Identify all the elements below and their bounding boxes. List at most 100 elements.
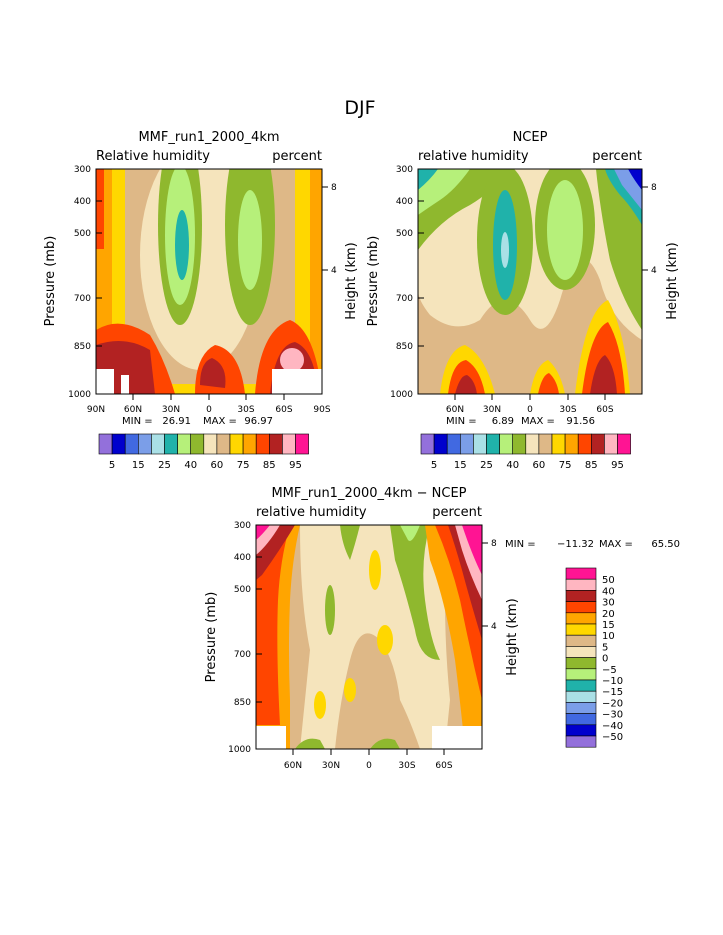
colorbar-label: 95 [611,460,624,471]
x-tick-label: 60N [124,405,142,415]
y-right-axis-label: Height (km) [344,242,359,319]
colorbar-swatch [486,433,500,455]
fill-level [400,525,420,541]
colorbar-swatch [565,646,597,658]
colorbar-swatch [190,433,205,455]
y-tick-label: 700 [234,650,251,660]
colorbar-label: 5 [602,642,608,653]
x-tick-label: 0 [366,761,372,771]
x-axis: 90N 60N 30N 0 30S 60S 90S [87,394,331,415]
y-axis-label: Pressure (mb) [366,236,381,327]
fill-level [256,525,290,725]
y-axis-right: 8 4 Height (km) [642,183,680,320]
variable-label: relative humidity [256,505,367,520]
colorbar-label: 15 [132,460,145,471]
colorbar-swatch [565,679,597,692]
colorbar-label: 50 [602,575,615,586]
fill-level [390,525,440,660]
min-value: 6.89 [492,416,514,427]
y-tick-label: 400 [234,553,251,563]
colorbar-swatch [565,690,597,703]
y-tick-label: 850 [74,342,91,352]
units-label: percent [272,149,322,164]
colorbar-label: 25 [480,460,493,471]
colorbar-swatch [255,433,270,455]
colorbar-swatch [617,433,631,455]
colorbar-swatch [177,433,192,455]
y-axis-label: Pressure (mb) [43,236,58,327]
colorbar-swatch [124,433,139,455]
colorbar-label: −30 [602,710,623,721]
colorbar-swatch [565,590,597,602]
y-axis-label: Pressure (mb) [204,592,219,683]
colorbar-swatch [433,433,448,455]
y-axis: 300 400 500 700 850 1000 Pressure (mb) [366,165,424,400]
fill-level [462,525,482,575]
y-right-tick-label: 8 [651,183,657,193]
y-right-tick-label: 4 [491,622,497,632]
colorbar-swatch [282,433,296,455]
missing-data [432,726,482,749]
x-tick-label: 30N [322,761,340,771]
colorbar-swatch [420,433,435,455]
y-tick-label: 500 [396,229,413,239]
colorbar-label: 15 [602,620,615,631]
colorbar-swatch [473,433,487,455]
x-tick-label: 90S [313,405,330,415]
fill-level [596,169,642,330]
colorbar-label: 40 [602,586,615,597]
missing-data [272,369,322,394]
y-tick-label: 850 [234,698,251,708]
variable-label: Relative humidity [96,149,210,164]
panel-title: MMF_run1_2000_4km − NCEP [271,486,466,501]
x-tick-label: 30S [237,405,254,415]
y-tick-label: 300 [396,165,413,175]
colorbar-swatch [565,601,597,614]
max-label: MAX = [599,539,633,550]
max-value: 91.56 [566,416,595,427]
y-tick-label: 400 [396,197,413,207]
fill-level [628,169,642,190]
fill-level [200,358,226,388]
fill-level [547,180,583,280]
colorbar-swatch [590,433,605,455]
fill-level [340,525,360,560]
max-value: 96.97 [244,416,273,427]
colorbar-swatch [111,433,126,455]
x-tick-label: 90N [87,405,105,415]
y-right-axis-label: Height (km) [665,242,680,319]
colorbar-swatch [229,433,244,455]
colorbar-swatch [565,702,597,714]
y-tick-label: 300 [74,165,91,175]
stats-line: MIN = −11.32 MAX = 65.50 [505,539,680,550]
fill-level [377,625,393,655]
colorbar-label: 25 [158,460,171,471]
colorbar-swatch [604,433,618,455]
colorbar-swatch [216,433,231,455]
colorbar-swatch [295,433,309,455]
colorbar-swatch [525,433,540,455]
x-tick-label: 30N [483,405,501,415]
y-axis-right: 8 4 Height (km) [322,183,359,320]
colorbar-label: −40 [602,721,623,732]
colorbar-label: 30 [602,598,615,609]
colorbar-label: 60 [533,460,546,471]
panel-title: NCEP [513,130,548,145]
contour-field [256,525,482,749]
colorbar-swatch [565,567,597,580]
fill-level [590,355,617,394]
fill-level [96,169,104,249]
colorbar-swatch [565,724,597,737]
y-right-tick-label: 4 [651,266,657,276]
panel-ncep: NCEP relative humidity percent [366,130,680,471]
y-right-tick-label: 4 [331,266,337,276]
fill-level [280,348,304,372]
fill-level [501,232,509,268]
colorbar-label: −10 [602,676,623,687]
colorbar-label: 5 [431,460,437,471]
y-tick-label: 300 [234,521,251,531]
colorbar-swatch [98,433,113,455]
fill-level [369,550,381,590]
x-tick-label: 0 [206,405,212,415]
stats-line: MIN = 6.89 MAX = 91.56 [446,416,595,427]
